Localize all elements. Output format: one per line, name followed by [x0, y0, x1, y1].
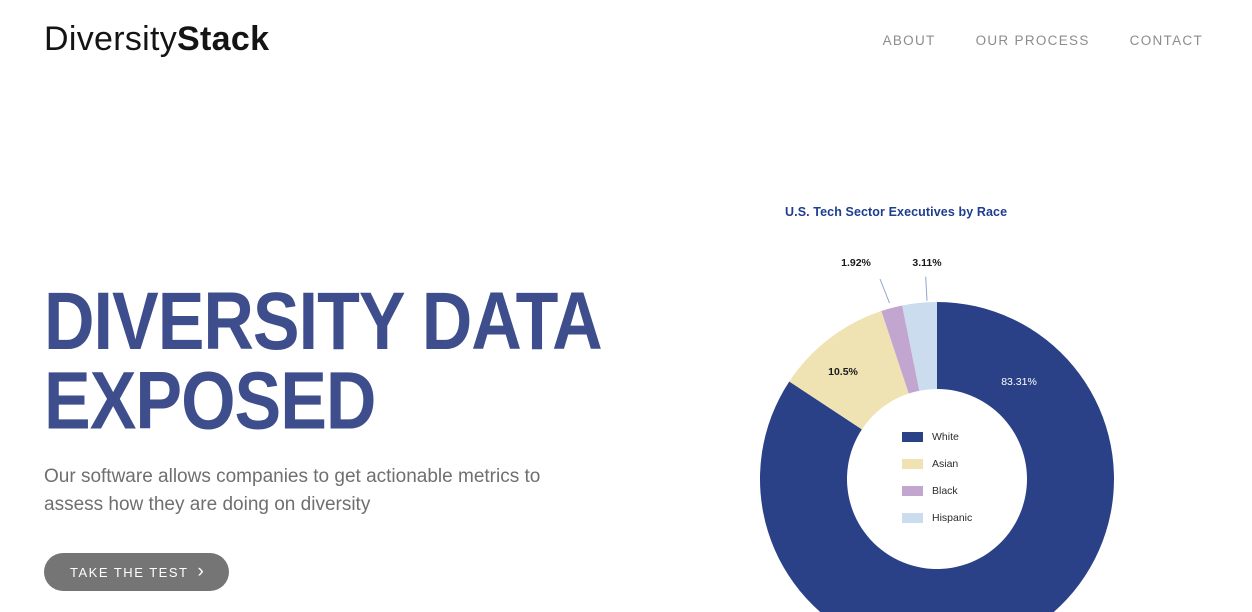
legend-label-black: Black — [932, 485, 958, 497]
hero-subtitle: Our software allows companies to get act… — [44, 463, 540, 519]
chart-legend: White Asian Black Hispanic — [902, 430, 972, 538]
legend-swatch-white — [902, 432, 923, 442]
logo-text-normal: Diversity — [44, 20, 178, 58]
pie-slice-hispanic — [902, 302, 937, 391]
pie-slice-white — [760, 302, 1114, 612]
leader-line-hispanic — [925, 276, 928, 301]
nav-link-contact[interactable]: CONTACT — [1129, 33, 1203, 48]
slice-label-asian: 10.5% — [828, 366, 858, 378]
logo-text-bold: Stack — [177, 20, 270, 58]
legend-label-hispanic: Hispanic — [932, 512, 973, 524]
legend-item-hispanic: Hispanic — [902, 511, 972, 525]
legend-item-black: Black — [902, 484, 972, 498]
hero-headline: DIVERSITY DATA EXPOSED — [44, 275, 603, 446]
hero-subtitle-line2: assess how they are doing on diversity — [44, 494, 371, 515]
nav-link-our-process[interactable]: OUR PROCESS — [975, 33, 1090, 48]
legend-swatch-black — [902, 486, 923, 496]
legend-item-asian: Asian — [902, 457, 972, 471]
chart-title: U.S. Tech Sector Executives by Race — [785, 205, 1008, 219]
hero-subtitle-line1: Our software allows companies to get act… — [44, 466, 541, 487]
legend-label-white: White — [932, 431, 959, 443]
hero-headline-line1: DIVERSITY DATA — [44, 275, 603, 367]
slice-label-white: 83.31% — [1001, 376, 1037, 388]
header: DiversityStack ABOUT OUR PROCESS CONTACT — [0, 0, 1252, 82]
slice-label-hispanic: 3.11% — [912, 257, 942, 269]
pie-slice-asian — [789, 310, 909, 430]
legend-swatch-asian — [902, 459, 923, 469]
take-the-test-button[interactable]: TAKE THE TEST › — [44, 553, 230, 591]
donut-chart: U.S. Tech Sector Executives by Race 83.3… — [740, 190, 1252, 612]
logo[interactable]: DiversityStack — [44, 20, 269, 59]
nav-link-about[interactable]: ABOUT — [882, 33, 936, 48]
pie-slice-black — [881, 305, 920, 394]
chevron-right-icon: › — [197, 560, 206, 582]
slice-label-black: 1.92% — [841, 257, 871, 269]
legend-swatch-hispanic — [902, 513, 923, 523]
legend-item-white: White — [902, 430, 972, 444]
leader-line-black — [879, 278, 890, 304]
donut-svg: 83.31% 10.5% 1.92% 3.11% — [760, 257, 1114, 612]
take-the-test-label: TAKE THE TEST — [70, 564, 189, 580]
hero-headline-line2: EXPOSED — [44, 354, 376, 446]
legend-label-asian: Asian — [932, 458, 959, 470]
main-nav: ABOUT OUR PROCESS CONTACT — [883, 33, 1203, 48]
